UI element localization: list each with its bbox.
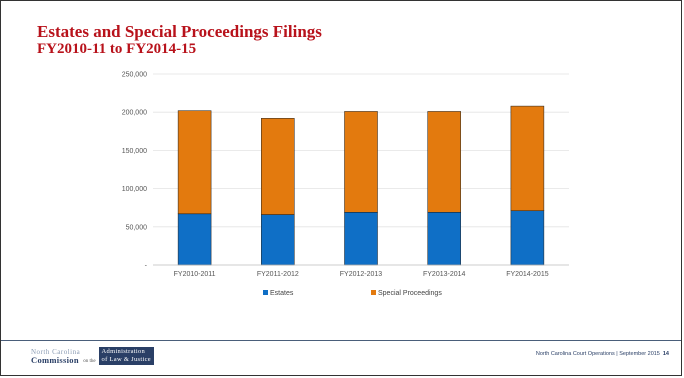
bar-special-proceedings <box>177 110 212 215</box>
logo-state-text: North Carolina <box>31 348 81 356</box>
logo-administration-text: Administration <box>101 348 146 355</box>
bar-estates <box>177 213 212 266</box>
bar-special-proceedings <box>510 105 545 212</box>
commission-logo: North Carolina Commission on the Adminis… <box>31 346 154 366</box>
bar-estates <box>344 212 378 266</box>
footer-source: North Carolina Court Operations | Septem… <box>536 351 669 357</box>
x-tick-label: FY2013-2014 <box>423 271 466 278</box>
y-tick-label: 150,000 <box>122 148 147 155</box>
stacked-bar-chart: - 50,000 100,000 150,000 200,000 250,000 FY20… <box>122 72 569 297</box>
legend-swatch <box>263 290 268 295</box>
y-axis-ticks: - 50,000 100,000 150,000 200,000 250,000 <box>122 72 148 270</box>
logo-law-justice-text: of Law & Justice <box>101 356 151 363</box>
chart-subtitle: FY2010-11 to FY2014-15 <box>37 41 197 57</box>
y-tick-label: 250,000 <box>122 72 147 79</box>
logo-on-text: on the <box>83 359 96 364</box>
legend-label: Special Proceedings <box>378 290 442 297</box>
bars <box>177 105 545 266</box>
y-tick-label: 200,000 <box>122 110 147 117</box>
page-number: 14 <box>662 351 669 357</box>
x-axis-ticks: FY2010-2011 FY2011-2012 FY2012-2013 FY2013-… <box>174 271 549 278</box>
bar-special-proceedings <box>261 118 295 215</box>
bar-special-proceedings <box>427 111 461 213</box>
legend-swatch <box>371 290 376 295</box>
x-tick-label: FY2010-2011 <box>174 271 216 278</box>
chart-title: Estates and Special Proceedings Filings <box>37 22 322 41</box>
footer-source-text: North Carolina Court Operations | Septem… <box>535 351 660 357</box>
legend-label: Estates <box>270 290 294 297</box>
y-tick-label: 100,000 <box>122 186 147 193</box>
x-tick-label: FY2012-2013 <box>340 271 383 278</box>
footer-divider <box>1 340 681 341</box>
y-tick-label: - <box>145 263 148 270</box>
logo-commission-text: Commission <box>31 355 79 365</box>
bar-estates <box>510 210 545 266</box>
bar-estates <box>427 212 461 266</box>
x-tick-label: FY2011-2012 <box>257 271 299 278</box>
y-tick-label: 50,000 <box>126 224 148 231</box>
bar-estates <box>261 214 295 266</box>
x-tick-label: FY2014-2015 <box>506 271 549 278</box>
legend: Estates Special Proceedings <box>263 290 442 297</box>
bar-special-proceedings <box>344 111 378 213</box>
